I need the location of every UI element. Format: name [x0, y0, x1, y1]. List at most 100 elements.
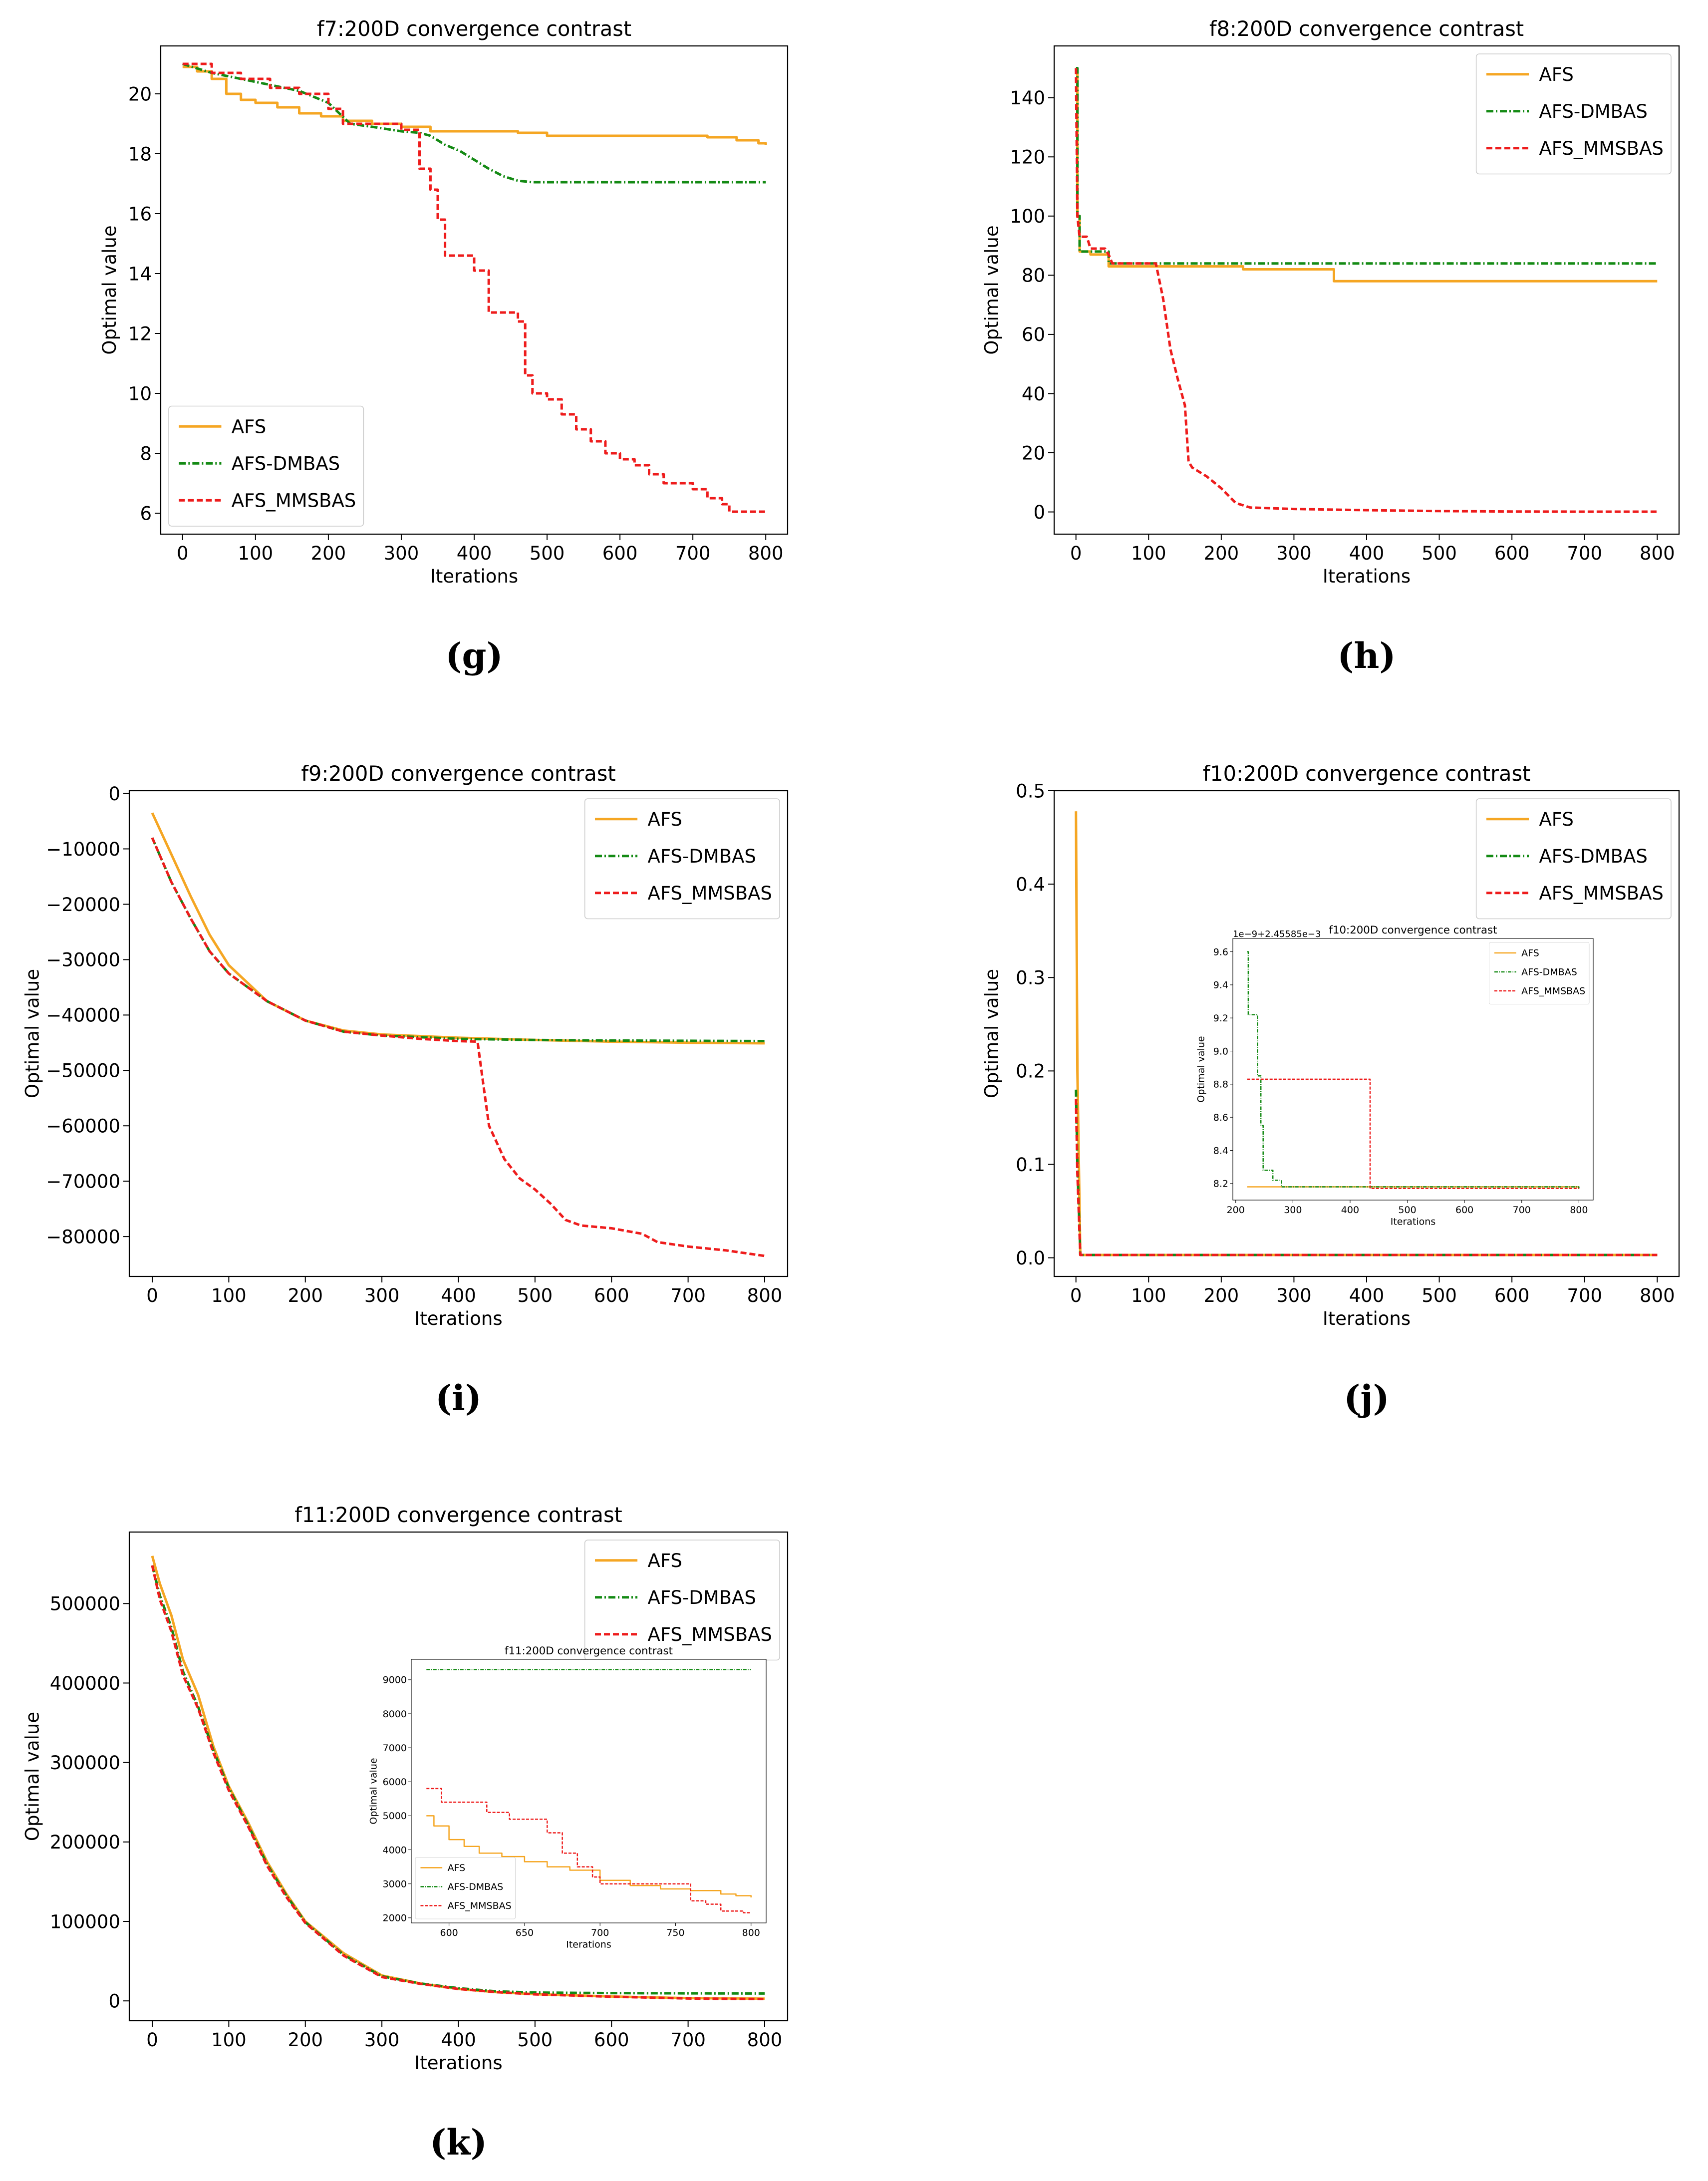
panel-4-x-tick-label: 100: [1131, 1285, 1166, 1306]
panel-1-x-tick-label: 0: [177, 543, 189, 564]
panel-4-y-tick-label: 0.2: [1016, 1061, 1045, 1082]
panel-4-inset-legend: AFS AFS-DMBAS AFS_MMSBAS: [1489, 942, 1590, 1004]
panel-5-inset-series-afs: [426, 1815, 752, 1897]
panel-5-inset-legend: AFS AFS-DMBAS AFS_MMSBAS: [415, 1857, 516, 1919]
panel-5-inset-series-group: [426, 1669, 752, 1913]
panel-1-y-tick-label: 16: [128, 203, 152, 225]
panel-5-panel-letter: (k): [430, 2122, 487, 2163]
panel-5-inset-y-tick-label: 2000: [383, 1913, 407, 1924]
panel-5-y-tick-label: 400000: [50, 1673, 120, 1694]
panel-1-chart-title: f7:200D convergence contrast: [317, 17, 631, 41]
panel-3-x-tick-label: 400: [441, 1285, 476, 1306]
panel-5-inset-x-tick-label: 650: [516, 1927, 534, 1938]
panel-2-legend-box: [1475, 53, 1672, 175]
panel-5-inset-y-tick-label: 3000: [383, 1878, 407, 1889]
panel-4-inset-y-tick-label: 9.4: [1213, 980, 1228, 991]
panel-3-x-tick-label: 200: [287, 1285, 323, 1306]
panel-2-y-tick-label: 120: [1010, 147, 1045, 168]
panel-4-chart-title: f10:200D convergence contrast: [1203, 762, 1531, 786]
panel-3-legend-label-afs: AFS: [647, 809, 682, 830]
panel-5-x-tick-label: 700: [670, 2029, 706, 2051]
panel-3-x-tick-label: 100: [211, 1285, 247, 1306]
panel-5-inset-x-tick-label: 800: [742, 1927, 760, 1938]
panel-5-inset-chart-title: f11:200D convergence contrast: [505, 1645, 673, 1657]
panel-4-inset-x-tick-label: 300: [1284, 1205, 1302, 1216]
panel-3-y-tick-label: −60000: [46, 1116, 120, 1137]
panel-3-x-tick-label: 600: [594, 1285, 629, 1306]
panel-4-y-tick-label: 0.3: [1016, 967, 1045, 989]
panel-5-inset-series-afs-mmsbas: [426, 1788, 751, 1913]
panel-5-inset-y-tick-label: 5000: [383, 1811, 407, 1822]
panel-1-legend: AFS AFS-DMBAS AFS_MMSBAS: [168, 405, 364, 527]
panel-2-legend-label-afs-mmsbas: AFS_MMSBAS: [1539, 138, 1663, 159]
panel-5-y-axis-label: Optimal value: [21, 1712, 43, 1841]
panel-4-inset-x-tick-label: 400: [1341, 1205, 1359, 1216]
panel-3-chart-title: f9:200D convergence contrast: [301, 762, 615, 786]
panel-4-inset-axis-offset-label: 1e−9+2.45585e−3: [1233, 929, 1321, 939]
panel-5-series-afs-mmsbas: [151, 1565, 765, 2000]
panel-5-legend-label-afs-dmbas: AFS-DMBAS: [647, 1587, 756, 1608]
panel-1-x-tick-label: 400: [457, 543, 492, 564]
panel-5-legend: AFS AFS-DMBAS AFS_MMSBAS: [584, 1540, 780, 1661]
panel-2-x-tick-label: 600: [1494, 543, 1530, 564]
panel-4-inset-x-tick-label: 800: [1570, 1205, 1588, 1216]
panel-3-x-tick-label: 300: [364, 1285, 400, 1306]
panel-2-y-tick-label: 20: [1022, 442, 1045, 464]
panel-5-chart: 0 100 200 300 400 500 600 700 800010000020000030…: [21, 1503, 789, 2074]
panel-3-y-tick-label: −20000: [46, 894, 120, 916]
panel-2-legend-label-afs-dmbas: AFS-DMBAS: [1539, 101, 1647, 122]
panel-1-x-tick-label: 200: [311, 543, 346, 564]
panel-5-inset-x-tick-label: 700: [591, 1927, 609, 1938]
panel-5-inset-y-axis-label: Optimal value: [368, 1758, 379, 1824]
panel-5-y-tick-label: 0: [108, 1991, 120, 2012]
panel-2-x-tick-label: 100: [1131, 543, 1166, 564]
panel-2-x-tick-label: 400: [1349, 543, 1385, 564]
panel-3-x-tick-label: 700: [670, 1285, 706, 1306]
panel-5-x-tick-label: 400: [441, 2029, 476, 2051]
panel-1-y-tick-label: 20: [128, 83, 152, 105]
panel-4-series-group: [1075, 811, 1658, 1256]
panel-4-y-tick-label: 0.0: [1016, 1247, 1045, 1269]
panel-1-y-axis-label: Optimal value: [99, 225, 120, 354]
panel-4-x-tick-label: 700: [1567, 1285, 1602, 1306]
panel-3-x-tick-label: 800: [747, 1285, 783, 1306]
panel-2-chart: 0 100 200 300 400 500 600 700 800 0 20 40 60 80 100 120…: [981, 17, 1680, 587]
panel-2-x-tick-label: 800: [1640, 543, 1675, 564]
panel-2-x-axis-label: Iterations: [1323, 566, 1411, 587]
panel-3-series-afs-mmsbas: [151, 837, 765, 1257]
panel-5-series-group: [151, 1556, 765, 2000]
panel-5-x-tick-label: 300: [364, 2029, 400, 2051]
panel-3-legend-label-afs-mmsbas: AFS_MMSBAS: [647, 883, 772, 904]
panel-4-inset-y-tick-label: 9.2: [1213, 1013, 1228, 1024]
panel-5-y-tick-label: 300000: [50, 1752, 120, 1774]
panel-4-inset-x-tick-label: 500: [1398, 1205, 1416, 1216]
panel-5-x-tick-label: 0: [146, 2029, 158, 2051]
panel-5-inset-y-tick-label: 4000: [383, 1845, 407, 1856]
panel-4-x-tick-label: 300: [1276, 1285, 1312, 1306]
panel-4-x-tick-label: 0: [1070, 1285, 1082, 1306]
panel-5-y-tick-label: 500000: [50, 1593, 120, 1615]
panel-1-y-tick-label: 18: [128, 143, 152, 165]
panel-4-x-tick-label: 600: [1494, 1285, 1530, 1306]
panel-5-inset-legend-label-afs: AFS: [448, 1863, 466, 1873]
panel-4-inset-legend-label-afs: AFS: [1521, 948, 1539, 959]
panel-4-y-tick-label: 0.1: [1016, 1154, 1045, 1176]
panel-1-x-tick-label: 500: [530, 543, 565, 564]
panel-4-inset-legend-label-afs-mmsbas: AFS_MMSBAS: [1521, 986, 1585, 997]
panel-1-y-tick-label: 6: [140, 503, 152, 524]
panel-4-legend-label-afs-mmsbas: AFS_MMSBAS: [1539, 883, 1663, 904]
panel-5-inset-y-tick-label: 9000: [383, 1675, 407, 1686]
panel-3-x-tick-label: 500: [518, 1285, 553, 1306]
panel-3-series-group: [151, 812, 765, 1257]
panel-4-inset-x-tick-label: 600: [1455, 1205, 1473, 1216]
panel-4-y-tick-label: 0.4: [1016, 874, 1045, 895]
panel-5-chart-title: f11:200D convergence contrast: [294, 1503, 622, 1527]
panel-5-y-tick-label: 100000: [50, 1911, 120, 1932]
panel-4-inset-legend-box: [1489, 942, 1590, 1004]
panel-4-legend-box: [1475, 798, 1672, 920]
panel-3-y-tick-label: −30000: [46, 949, 120, 971]
panel-4-inset-y-tick-label: 9.0: [1213, 1046, 1228, 1057]
panel-2-legend: AFS AFS-DMBAS AFS_MMSBAS: [1475, 53, 1672, 175]
panel-3-y-tick-label: −40000: [46, 1005, 120, 1026]
panel-3-panel-letter: (i): [435, 1377, 482, 1419]
